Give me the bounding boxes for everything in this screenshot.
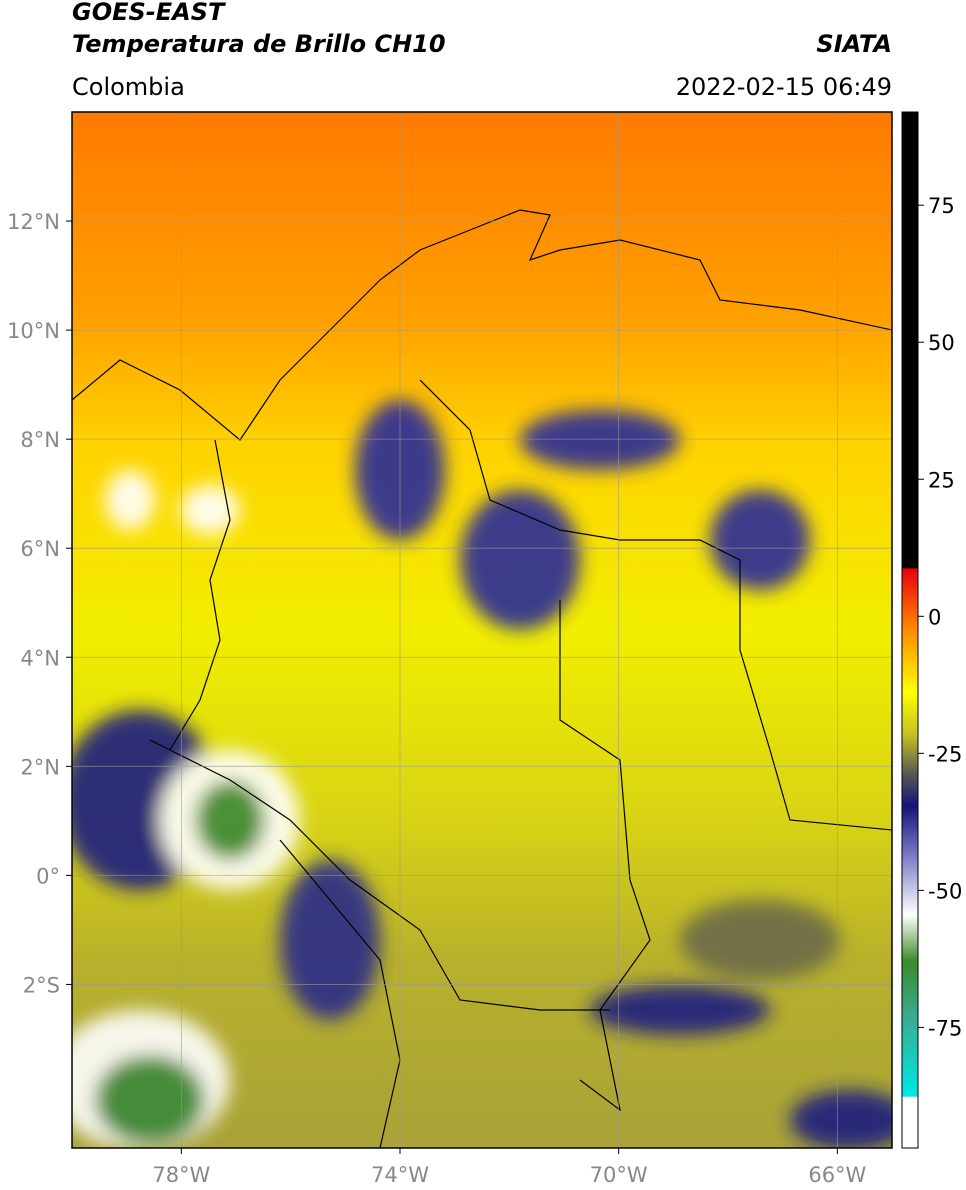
colorbar-tick-label: -25 xyxy=(928,742,962,766)
lat-tick-label: 4°N xyxy=(20,646,60,670)
lon-tick-label: 70°W xyxy=(590,1163,648,1187)
colorbar-tick-label: -50 xyxy=(928,879,962,903)
lat-tick-label: 6°N xyxy=(20,537,60,561)
source: GOES-EAST xyxy=(72,0,226,26)
lon-tick-label: 78°W xyxy=(152,1163,210,1187)
lat-tick-label: 12°N xyxy=(7,210,60,234)
colorbar-tick-label: 25 xyxy=(928,468,955,492)
lat-tick-label: 2°N xyxy=(20,755,60,779)
lon-tick-label: 74°W xyxy=(371,1163,429,1187)
colorbar-tick-label: 0 xyxy=(928,605,941,629)
colorbar-tick-label: 50 xyxy=(928,331,955,355)
lon-tick-label: 66°W xyxy=(808,1163,866,1187)
region: Colombia xyxy=(72,73,185,101)
graticule xyxy=(72,112,892,1148)
colorbar-tick-label: 75 xyxy=(928,194,955,218)
datetime: 2022-02-15 06:49 xyxy=(676,73,892,101)
lat-tick-label: 10°N xyxy=(7,319,60,343)
satellite-image xyxy=(72,112,892,1148)
agency: SIATA xyxy=(816,30,892,58)
lat-tick-label: 2°S xyxy=(23,973,60,997)
lat-tick-label: 0° xyxy=(36,864,60,888)
map-frame xyxy=(71,111,893,1149)
colorbar xyxy=(901,111,919,1149)
lat-tick-label: 8°N xyxy=(20,428,60,452)
title: Temperatura de Brillo CH10 xyxy=(72,30,446,58)
colorbar-tick-label: -75 xyxy=(928,1016,962,1040)
